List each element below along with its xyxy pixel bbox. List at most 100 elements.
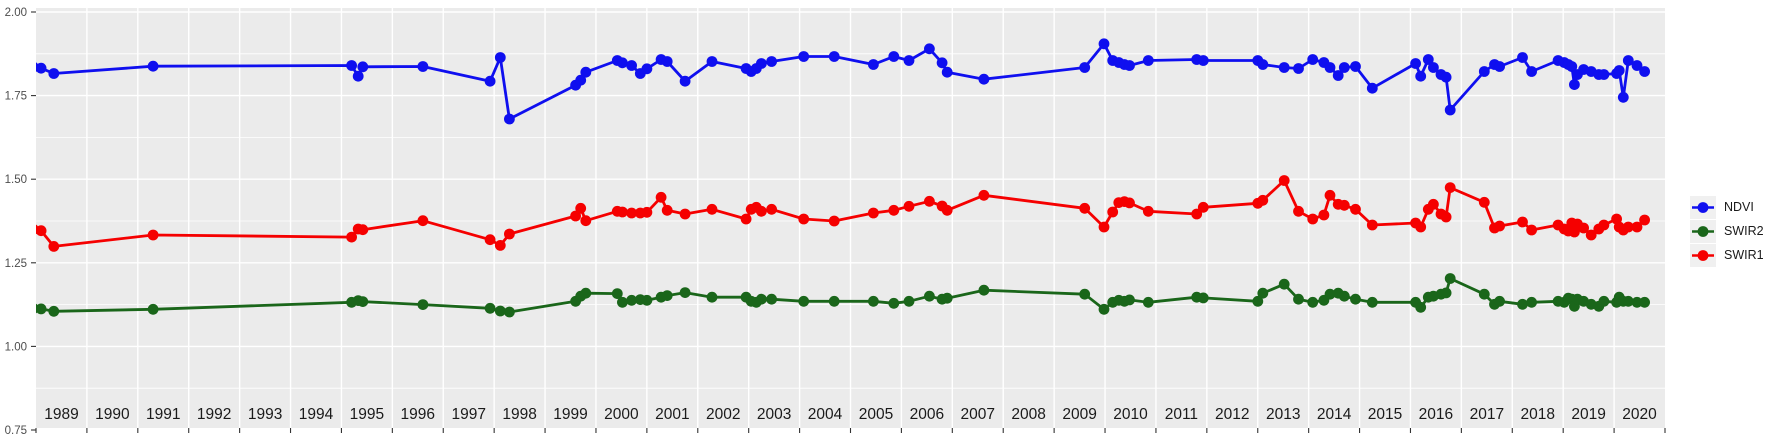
data-point	[1622, 295, 1634, 307]
data-point	[978, 284, 990, 296]
data-point	[798, 213, 810, 225]
data-point	[1622, 55, 1634, 66]
data-point	[1257, 194, 1269, 206]
data-point	[1631, 221, 1643, 233]
x-axis-label: 1991	[146, 406, 180, 423]
data-point	[903, 295, 915, 307]
legend-label-ndvi: NDVI	[1724, 200, 1754, 214]
data-point	[36, 303, 47, 315]
y-axis-label: 1.50	[5, 174, 27, 186]
data-point	[1197, 292, 1209, 304]
data-point	[1494, 220, 1505, 232]
x-axis-label: 2015	[1368, 406, 1402, 423]
data-point	[924, 43, 935, 55]
data-point	[147, 60, 159, 72]
x-axis-label: 1996	[401, 406, 435, 423]
data-point	[1428, 62, 1439, 73]
data-point	[924, 290, 935, 302]
data-point	[357, 296, 369, 307]
data-point	[352, 70, 364, 82]
data-point	[1366, 219, 1378, 231]
data-point	[661, 56, 673, 67]
data-point	[1252, 295, 1264, 307]
data-point	[1324, 288, 1336, 300]
x-axis-label: 2019	[1571, 406, 1605, 423]
x-axis-label: 1993	[248, 406, 282, 423]
data-point	[1366, 82, 1378, 94]
series-ndvi	[36, 38, 1650, 125]
data-point	[828, 51, 840, 62]
data-point	[1444, 273, 1456, 284]
legend-item-ndvi: NDVI	[1690, 196, 1764, 219]
x-axis-label: 2001	[655, 406, 689, 423]
legend-label-swir1: SWIR1	[1724, 248, 1764, 262]
data-point	[1307, 213, 1319, 225]
data-point	[1338, 199, 1350, 211]
data-point	[868, 295, 879, 307]
data-point	[346, 60, 357, 71]
data-point	[1598, 295, 1610, 307]
data-point	[1278, 62, 1290, 73]
data-point	[1318, 209, 1330, 221]
data-point	[1124, 197, 1135, 209]
data-point	[484, 75, 496, 87]
data-point	[580, 66, 592, 78]
data-point	[1107, 206, 1119, 218]
data-point	[1350, 61, 1361, 72]
data-point	[888, 204, 900, 216]
data-point	[1324, 189, 1336, 201]
x-axis-label: 2012	[1215, 406, 1249, 423]
data-point	[626, 207, 637, 219]
data-point	[766, 293, 777, 305]
data-point	[611, 288, 623, 299]
data-point	[1079, 288, 1091, 300]
data-point	[756, 293, 767, 305]
x-axis-label: 2002	[706, 406, 740, 423]
data-point	[1350, 293, 1361, 305]
x-axis-label: 2013	[1266, 406, 1300, 423]
legend-item-swir1: SWIR1	[1690, 244, 1764, 267]
data-point	[1293, 63, 1304, 74]
data-point	[888, 51, 900, 62]
data-point	[868, 59, 879, 70]
data-point	[346, 231, 357, 243]
data-point	[580, 215, 592, 227]
x-axis-label: 2005	[859, 406, 893, 423]
data-point	[357, 61, 369, 73]
data-point	[641, 63, 653, 75]
data-point	[1324, 62, 1336, 73]
data-point	[48, 68, 60, 79]
data-point	[924, 195, 935, 207]
data-point	[484, 234, 496, 246]
x-axis-label: 1999	[553, 406, 587, 423]
data-point	[1098, 38, 1110, 50]
ndvi-series-key-icon	[1690, 196, 1716, 219]
data-point	[1293, 293, 1304, 305]
y-axis: 2.00 1.75 1.50 1.25 1.00 0.75	[5, 7, 36, 437]
data-point	[828, 295, 840, 307]
data-point	[706, 203, 718, 215]
data-point	[679, 75, 691, 87]
data-point	[1293, 205, 1304, 217]
legend: NDVI SWIR2 SWIR1	[1690, 196, 1764, 267]
data-point	[798, 51, 810, 62]
data-point	[484, 302, 496, 314]
data-point	[1526, 66, 1537, 77]
data-point	[1598, 219, 1610, 231]
data-point	[36, 62, 47, 74]
data-point	[1631, 60, 1643, 71]
swir2-series-key-icon	[1690, 220, 1716, 243]
data-point	[661, 204, 673, 216]
data-point	[575, 202, 587, 214]
data-point	[1440, 287, 1452, 299]
data-point	[936, 57, 948, 69]
data-point	[570, 210, 581, 222]
x-axis-label: 2009	[1062, 406, 1096, 423]
data-point	[1098, 221, 1110, 233]
data-point	[1350, 203, 1361, 215]
y-axis-label: 1.25	[5, 258, 27, 270]
data-point	[1613, 65, 1625, 76]
data-point	[1617, 91, 1629, 103]
y-axis-label: 0.75	[5, 425, 27, 437]
